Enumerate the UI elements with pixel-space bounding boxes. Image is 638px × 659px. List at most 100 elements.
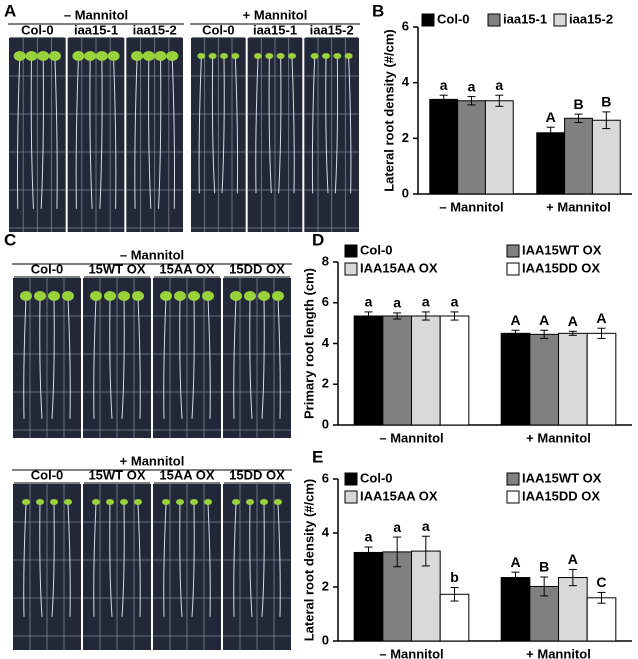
root [39,297,43,419]
significance-letter: B [601,94,611,110]
seedling [22,499,30,505]
lane-label: iaa15-1 [74,22,118,37]
y-tick-label: 6 [402,18,409,33]
legend-swatch [344,490,358,504]
significance-letter: A [510,312,520,328]
root [207,503,211,617]
lane-label: Col-0 [31,261,64,276]
x-tick-label: + Mannitol [526,430,591,445]
significance-letter: a [393,295,401,311]
bar [529,333,560,426]
seedling [230,291,242,301]
root [40,57,44,209]
root [191,297,195,419]
legend-label: IAA15WT OX [522,242,602,257]
root [113,57,117,209]
lane-label: 15DD OX [229,467,285,482]
legend-swatch [506,244,520,258]
seedling [92,499,100,505]
bar [411,315,441,426]
seedling [34,291,46,301]
legend-label: IAA15AA OX [360,260,438,275]
root [30,57,34,209]
bar [429,98,459,195]
legend-swatch [553,13,567,27]
significance-letter: a [422,518,430,534]
seedling [202,291,214,301]
bar [536,132,566,195]
significance-letter: b [450,569,459,585]
seedling [176,499,184,505]
root [109,503,113,617]
root [233,503,237,617]
root [121,503,125,617]
root [261,503,265,617]
group-title: + Mannitol [243,7,308,22]
root [137,297,141,419]
seedling [244,291,256,301]
seedling [37,51,50,61]
legend-label: iaa15-2 [569,11,613,26]
root [291,57,295,194]
bar [500,577,531,642]
bar [457,100,486,195]
seedling [265,53,274,59]
seedling [107,51,120,61]
significance-letter: B [539,559,549,575]
root [207,297,211,419]
seedling [95,51,108,61]
y-tick-label: 6 [322,294,329,309]
seedling [25,51,38,61]
root [67,503,71,617]
legend-swatch [487,13,501,27]
root [261,297,265,419]
legend-label: IAA15DD OX [522,488,600,503]
root [93,503,97,617]
panel-letter: D [312,230,324,249]
legend-swatch [421,13,435,27]
seedling [62,291,74,301]
bar [558,332,588,426]
legend-label: IAA15WT OX [522,470,602,485]
panel-letter: A [4,1,16,20]
significance-letter: A [568,313,578,329]
root [179,503,183,617]
legend-label: Col-0 [360,470,393,485]
lane-label: 15WT OX [88,261,145,276]
root [171,57,176,209]
seedling [246,499,254,505]
x-tick-label: – Mannitol [379,646,443,659]
root [221,57,225,194]
y-tick-label: 4 [402,74,410,89]
seedling [20,291,32,301]
significance-letter: A [546,109,556,125]
seedling [132,291,144,301]
significance-letter: a [468,78,476,94]
root [54,57,58,209]
seedling [204,499,212,505]
bar [586,597,617,642]
seedling [134,499,142,505]
seedling [288,53,296,59]
bar [353,315,384,426]
seedling [166,51,179,61]
seedling [106,499,114,505]
x-tick-label: + Mannitol [526,646,591,659]
y-axis-label: Primary root length (cm) [301,268,316,419]
panel-letter: E [312,447,323,466]
y-tick-label: 4 [322,524,330,539]
root [109,297,113,419]
group-title: + Mannitol [120,453,185,468]
significance-letter: a [451,294,459,310]
legend-swatch [344,472,358,486]
root [268,57,272,194]
seedling [310,53,319,59]
significance-letter: B [573,96,583,112]
seedling [48,51,61,61]
root [348,57,352,194]
root [198,57,202,194]
root [191,503,195,617]
seedling [274,499,282,505]
root [39,503,43,617]
seedling [36,499,44,505]
